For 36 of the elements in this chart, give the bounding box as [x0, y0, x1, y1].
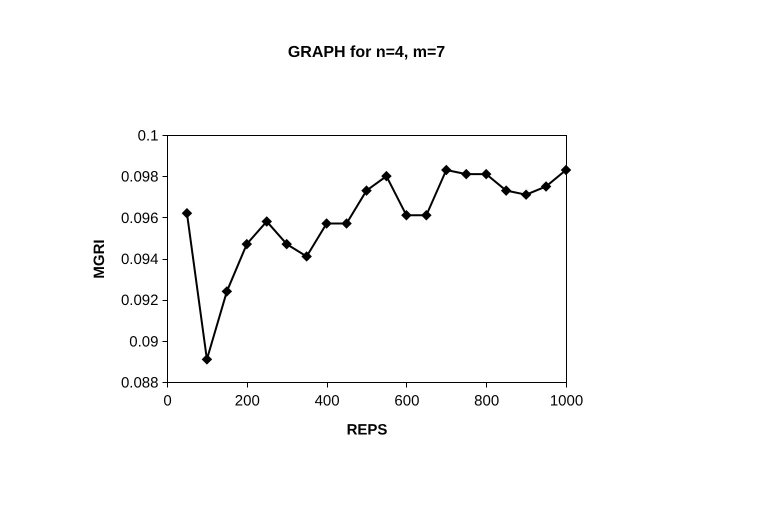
y-tick-label: 0.098 [120, 168, 158, 186]
point [560, 164, 572, 176]
point [242, 238, 252, 250]
y-tick-label: 0.094 [120, 251, 158, 268]
point [301, 251, 312, 262]
y-tick-label: 0.088 [120, 374, 158, 392]
y-axis-title: MGRI [90, 239, 108, 279]
point [321, 218, 332, 229]
point [480, 168, 492, 180]
point [540, 181, 552, 192]
point [520, 189, 532, 200]
y-tick-label: 0.096 [120, 210, 158, 227]
y-tick-label: 0.092 [120, 292, 158, 310]
point [441, 164, 452, 176]
x-tick-label: 400 [314, 392, 340, 410]
x-tick-label: 0 [163, 392, 172, 410]
point [381, 170, 392, 182]
y-tick-label: 0.09 [129, 333, 158, 350]
x-tick-label: 600 [394, 392, 420, 410]
x-tick-label: 1000 [550, 392, 584, 410]
x-tick-label: 200 [234, 392, 260, 410]
point [281, 238, 292, 250]
point [421, 210, 432, 221]
point [262, 216, 272, 227]
point [222, 286, 232, 297]
x-tick-label: 800 [474, 392, 500, 410]
point [341, 218, 352, 229]
chart-title: GRAPH for n=4, m=7 [288, 44, 446, 61]
point [500, 185, 512, 196]
y-tick-label: 0.1 [138, 128, 158, 144]
point [401, 210, 412, 221]
x-axis-title: REPS [346, 422, 388, 438]
point [182, 208, 192, 218]
point [202, 354, 212, 365]
point [461, 168, 472, 180]
point [361, 185, 372, 196]
